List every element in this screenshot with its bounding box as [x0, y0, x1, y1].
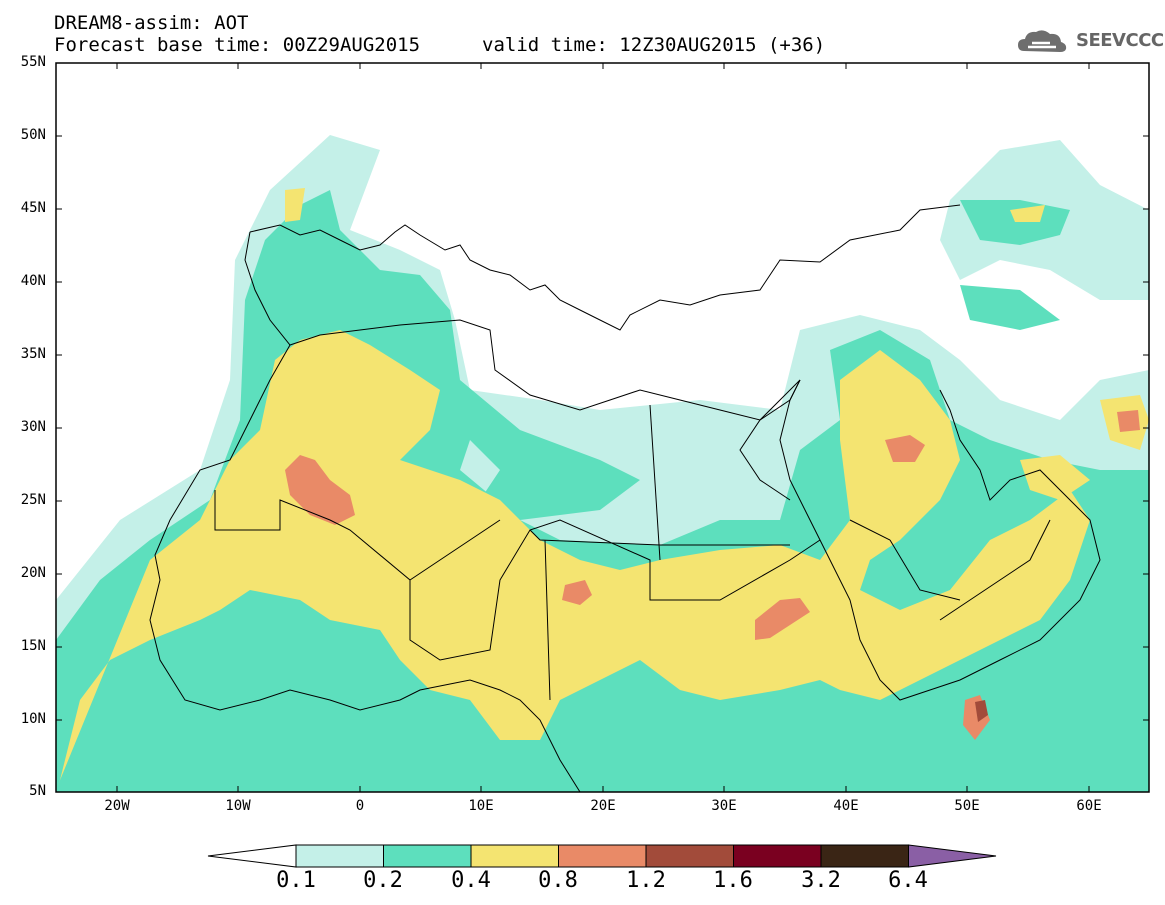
- colorbar-swatch-1.2: [645, 844, 734, 868]
- country-borders: [149, 204, 1101, 792]
- lat-label: 40N: [20, 273, 46, 289]
- colorbar-label: 1.6: [713, 868, 753, 893]
- lat-label: 45N: [20, 200, 46, 216]
- logo-text: SEEVCCC: [1076, 30, 1164, 51]
- colorbar-over: [908, 844, 997, 868]
- title-line-1: DREAM8-assim: AOT: [54, 12, 249, 34]
- lon-label: 60E: [1076, 798, 1102, 814]
- colorbar-under: [207, 844, 297, 868]
- colorbar-label: 6.4: [888, 868, 928, 893]
- lat-label: 35N: [20, 346, 46, 362]
- cloud-icon: [1018, 30, 1067, 52]
- colorbar-label: 0.2: [363, 868, 403, 893]
- colorbar-label: 0.8: [538, 868, 578, 893]
- lat-label: 5N: [29, 783, 46, 799]
- lon-label: 20W: [104, 798, 130, 814]
- lat-label: 30N: [20, 419, 46, 435]
- colorbar-label: 0.4: [451, 868, 491, 893]
- colorbar-swatch-3.2: [820, 844, 909, 868]
- lon-label: 50E: [954, 798, 980, 814]
- lon-label: 20E: [590, 798, 616, 814]
- colorbar-swatch-0.4: [470, 844, 559, 868]
- valid-time: valid time: 12Z30AUG2015 (+36): [482, 34, 826, 56]
- aot-band-1.2: [975, 700, 988, 722]
- lon-label: 0: [355, 798, 365, 814]
- lon-label: 30E: [711, 798, 737, 814]
- lat-label: 15N: [20, 638, 46, 654]
- title-line-2: Forecast base time: 00Z29AUG2015: [54, 34, 421, 56]
- lon-label: 10W: [225, 798, 251, 814]
- colorbar: [207, 844, 997, 868]
- colorbar-swatch-0.2: [383, 844, 472, 868]
- colorbar-swatch-0.1: [295, 844, 384, 868]
- lat-label: 20N: [20, 565, 46, 581]
- aot-field: [56, 135, 1149, 792]
- lon-label: 40E: [833, 798, 859, 814]
- lat-label: 10N: [20, 711, 46, 727]
- axis-ticks: [56, 62, 1149, 793]
- colorbar-label: 3.2: [801, 868, 841, 893]
- lon-label: 10E: [468, 798, 494, 814]
- lat-label: 50N: [20, 127, 46, 143]
- lat-label: 25N: [20, 492, 46, 508]
- colorbar-swatch-0.8: [558, 844, 647, 868]
- lat-label: 55N: [20, 54, 46, 70]
- colorbar-label: 0.1: [276, 868, 316, 893]
- colorbar-swatch-1.6: [733, 844, 822, 868]
- colorbar-label: 1.2: [626, 868, 666, 893]
